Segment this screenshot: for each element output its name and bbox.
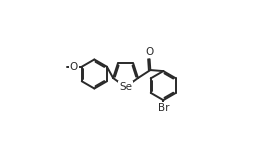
Text: O: O	[70, 62, 78, 72]
Text: Br: Br	[158, 103, 169, 113]
Text: Se: Se	[119, 82, 132, 92]
Text: O: O	[146, 47, 154, 57]
